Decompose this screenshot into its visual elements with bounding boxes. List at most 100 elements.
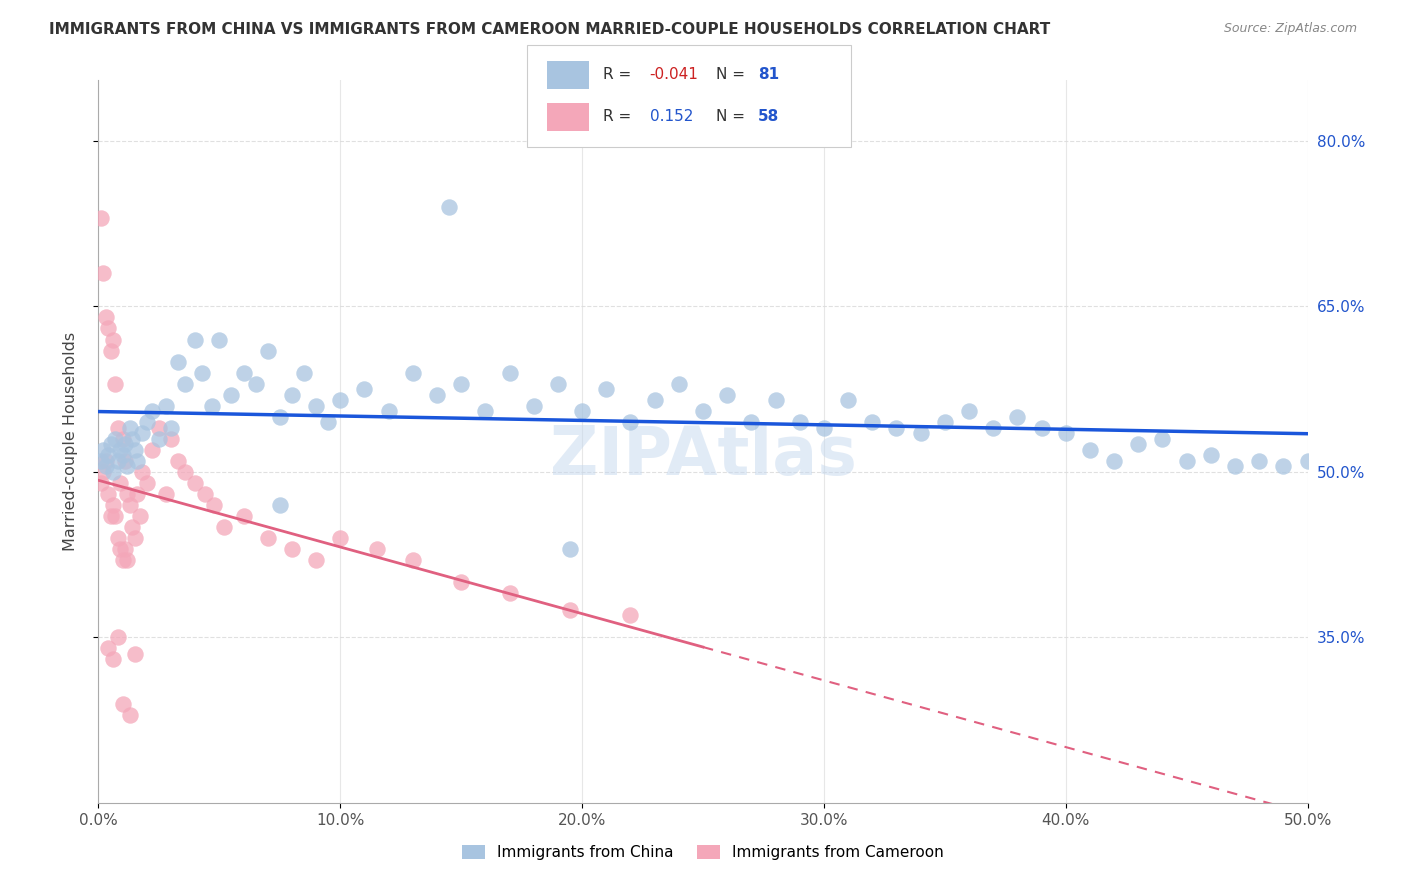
Point bbox=[305, 553, 328, 567]
Point bbox=[1223, 459, 1246, 474]
Point bbox=[837, 393, 859, 408]
Point bbox=[117, 553, 139, 567]
Point bbox=[155, 487, 177, 501]
Point bbox=[1031, 421, 1053, 435]
Point bbox=[121, 520, 143, 534]
Point bbox=[1102, 454, 1125, 468]
Point bbox=[107, 631, 129, 645]
Y-axis label: Married-couple Households: Married-couple Households bbox=[63, 332, 77, 551]
Point bbox=[957, 404, 980, 418]
Point bbox=[91, 442, 114, 457]
Point bbox=[108, 475, 131, 490]
Point bbox=[121, 432, 143, 446]
Point bbox=[141, 442, 163, 457]
Point bbox=[765, 393, 787, 408]
Text: -0.041: -0.041 bbox=[650, 68, 699, 82]
Point bbox=[107, 454, 129, 468]
Point bbox=[353, 382, 375, 396]
Point bbox=[981, 421, 1004, 435]
Point bbox=[104, 432, 127, 446]
Point bbox=[402, 366, 425, 380]
Point bbox=[107, 531, 129, 545]
Point bbox=[100, 508, 122, 523]
Point bbox=[174, 376, 197, 391]
Point bbox=[668, 376, 690, 391]
Point bbox=[124, 531, 146, 545]
Point bbox=[111, 448, 134, 462]
Point bbox=[97, 641, 120, 656]
Point bbox=[426, 387, 449, 401]
Point bbox=[256, 343, 278, 358]
Point bbox=[97, 321, 120, 335]
Point bbox=[108, 442, 131, 457]
Point bbox=[1296, 454, 1319, 468]
Point bbox=[450, 575, 472, 590]
Point bbox=[97, 487, 120, 501]
Point bbox=[118, 421, 141, 435]
Point bbox=[498, 366, 520, 380]
Point bbox=[281, 387, 304, 401]
Point bbox=[155, 399, 177, 413]
Point bbox=[167, 354, 190, 368]
Point bbox=[221, 387, 243, 401]
Point bbox=[450, 376, 472, 391]
Point bbox=[94, 454, 117, 468]
Point bbox=[117, 487, 139, 501]
Point bbox=[114, 542, 136, 557]
Point bbox=[1054, 426, 1077, 441]
Point bbox=[740, 415, 762, 429]
Text: 58: 58 bbox=[758, 110, 779, 124]
Point bbox=[91, 465, 114, 479]
Point bbox=[281, 542, 304, 557]
Legend: Immigrants from China, Immigrants from Cameroon: Immigrants from China, Immigrants from C… bbox=[463, 845, 943, 860]
Point bbox=[402, 553, 425, 567]
Point bbox=[619, 608, 641, 623]
Point bbox=[1152, 432, 1174, 446]
Point bbox=[184, 333, 207, 347]
Point bbox=[269, 409, 291, 424]
Point bbox=[208, 333, 231, 347]
Point bbox=[1078, 442, 1101, 457]
Text: N =: N = bbox=[716, 110, 749, 124]
Point bbox=[305, 399, 328, 413]
Point bbox=[127, 454, 149, 468]
Point bbox=[498, 586, 520, 600]
Point bbox=[111, 432, 134, 446]
Point bbox=[204, 498, 226, 512]
Point bbox=[100, 437, 122, 451]
Point bbox=[523, 399, 546, 413]
Text: R =: R = bbox=[603, 110, 637, 124]
Point bbox=[90, 454, 112, 468]
Point bbox=[97, 448, 120, 462]
Point bbox=[474, 404, 496, 418]
Point bbox=[644, 393, 666, 408]
Point bbox=[118, 707, 141, 722]
Point bbox=[94, 459, 117, 474]
Point bbox=[1249, 454, 1271, 468]
Point bbox=[232, 366, 254, 380]
Point bbox=[135, 415, 157, 429]
Point bbox=[571, 404, 593, 418]
Point bbox=[910, 426, 932, 441]
Point bbox=[1199, 448, 1222, 462]
Point bbox=[135, 475, 157, 490]
Point bbox=[118, 498, 141, 512]
Point bbox=[934, 415, 956, 429]
Text: 0.152: 0.152 bbox=[650, 110, 693, 124]
Point bbox=[377, 404, 399, 418]
Point bbox=[104, 376, 127, 391]
Point bbox=[100, 343, 122, 358]
Point bbox=[619, 415, 641, 429]
Point bbox=[128, 508, 150, 523]
Point bbox=[366, 542, 388, 557]
Point bbox=[1175, 454, 1198, 468]
Point bbox=[101, 652, 124, 666]
Point bbox=[160, 432, 183, 446]
Point bbox=[547, 376, 569, 391]
Text: IMMIGRANTS FROM CHINA VS IMMIGRANTS FROM CAMEROON MARRIED-COUPLE HOUSEHOLDS CORR: IMMIGRANTS FROM CHINA VS IMMIGRANTS FROM… bbox=[49, 22, 1050, 37]
Point bbox=[813, 421, 835, 435]
Point bbox=[91, 266, 114, 280]
Point bbox=[127, 487, 149, 501]
Point bbox=[437, 200, 460, 214]
Point bbox=[1007, 409, 1029, 424]
